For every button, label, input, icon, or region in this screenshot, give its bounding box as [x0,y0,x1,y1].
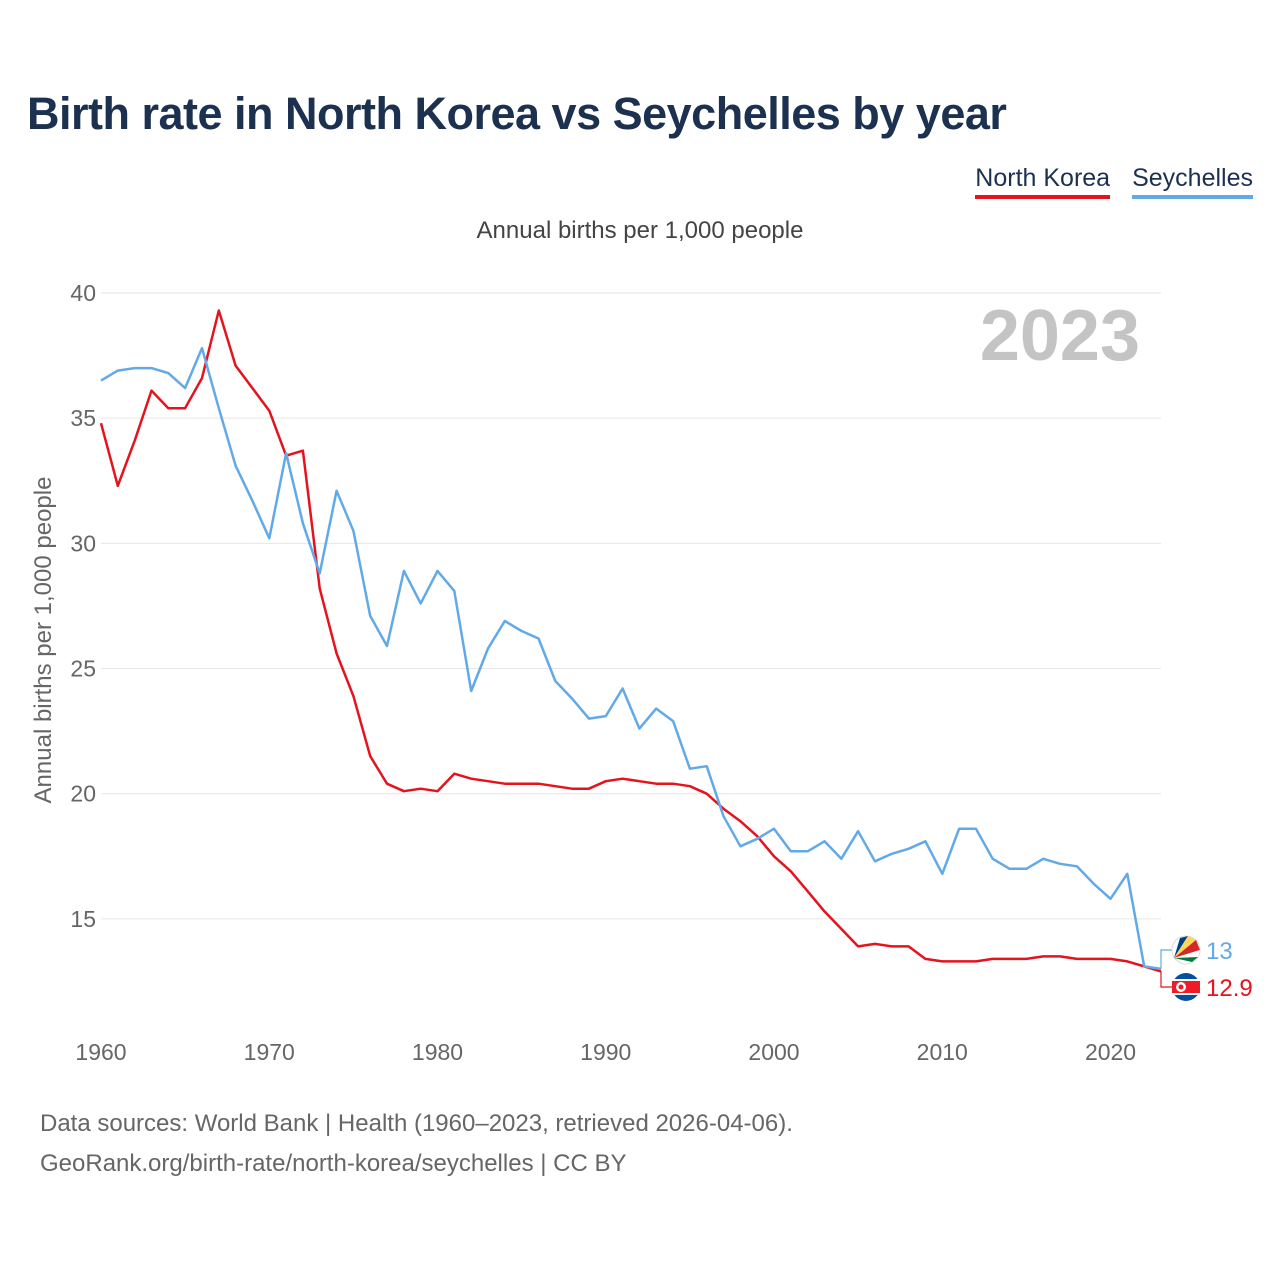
year-label: 2023 [980,296,1140,376]
y-tick-label: 35 [70,405,96,431]
footer: Data sources: World Bank | Health (1960–… [40,1104,793,1184]
footer-link[interactable]: GeoRank.org/birth-rate/north-korea/seych… [40,1150,627,1177]
y-tick-label: 20 [70,781,96,807]
x-tick-label: 2000 [748,1039,799,1065]
line-chart: 15 20 25 30 35 40 1960 1970 1980 1990 2000 2010 202… [30,280,1253,1065]
x-axis-ticks: 1960 1970 1980 1990 2000 2010 2020 [75,1039,1136,1065]
x-tick-label: 1980 [412,1039,463,1065]
flag-star [1178,984,1184,990]
chart-subtitle: Annual births per 1,000 people [476,217,804,244]
y-axis-label: Annual births per 1,000 people [30,477,57,804]
y-tick-label: 15 [70,906,96,932]
y-tick-label: 40 [70,280,96,306]
x-tick-label: 2010 [917,1039,968,1065]
footer-source: Data sources: World Bank | Health (1960–… [40,1110,793,1137]
flag-stripe [1174,957,1198,962]
legend: North Korea Seychelles [975,164,1253,199]
flag-icon-seychelles [1171,935,1201,965]
flag-stripe [1174,950,1200,958]
end-value-north-korea: 12.9 [1206,975,1253,1002]
series-line-seychelles [100,346,1162,971]
y-tick-label: 25 [70,656,96,682]
x-tick-label: 1990 [580,1039,631,1065]
legend-north-korea[interactable]: North Korea [975,164,1111,199]
x-tick-label: 1970 [244,1039,295,1065]
series-lines [99,309,1162,973]
end-value-seychelles: 13 [1206,938,1233,965]
end-markers: 13 12.9 [1160,935,1253,1002]
grid-lines [101,292,1161,920]
y-tick-label: 30 [70,530,96,556]
flag-stripe [1174,936,1196,958]
flag-icon-north-korea [1172,973,1200,1001]
series-line-north-korea [99,309,1162,973]
x-tick-label: 1960 [75,1039,126,1065]
chart-title: Birth rate in North Korea vs Seychelles … [27,88,1007,139]
x-tick-label: 2020 [1085,1039,1136,1065]
end-connector-north-korea [1160,971,1173,988]
end-connector-seychelles [1160,949,1173,969]
y-axis-ticks: 15 20 25 30 35 40 [70,280,96,932]
legend-seychelles[interactable]: Seychelles [1132,164,1253,199]
flag-stripe [1174,940,1200,958]
